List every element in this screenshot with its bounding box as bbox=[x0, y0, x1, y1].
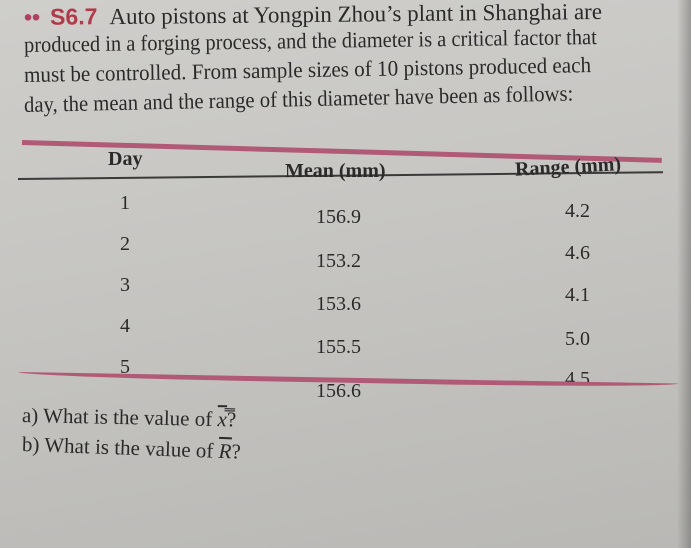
range-cell: 4.1 bbox=[565, 284, 590, 306]
header-day: Day bbox=[108, 148, 143, 170]
range-cell: 4.6 bbox=[565, 242, 590, 264]
problem-number: S6.7 bbox=[49, 3, 98, 30]
question-b-suffix: ? bbox=[231, 439, 242, 464]
day-cell: 2 bbox=[120, 233, 130, 255]
mean-cell: 153.2 bbox=[316, 250, 361, 272]
question-a-text: a) What is the value of bbox=[21, 403, 218, 432]
mean-cell: 156.9 bbox=[316, 206, 361, 228]
day-cell: 4 bbox=[120, 315, 130, 337]
range-cell: 4.2 bbox=[565, 200, 590, 222]
header-mean: Mean (mm) bbox=[285, 160, 386, 182]
day-cell: 3 bbox=[120, 274, 130, 296]
mean-cell: 156.6 bbox=[316, 380, 361, 402]
range-cell: 4.5 bbox=[565, 368, 590, 390]
question-b: b) What is the value of R? bbox=[22, 432, 242, 465]
day-cell: 1 bbox=[120, 192, 130, 214]
mean-cell: 153.6 bbox=[316, 293, 361, 315]
question-a-suffix: ? bbox=[226, 407, 237, 432]
day-cell: 5 bbox=[120, 356, 130, 378]
mean-cell: 155.5 bbox=[316, 336, 361, 358]
question-a: a) What is the value of x̿? bbox=[22, 403, 237, 432]
difficulty-marker: •• bbox=[23, 3, 41, 30]
page-edge-shadow bbox=[677, 0, 691, 548]
question-a-symbol: x̿ bbox=[217, 407, 228, 432]
question-b-text: b) What is the value of bbox=[21, 432, 220, 463]
range-cell: 5.0 bbox=[565, 328, 590, 350]
header-range: Range (mm) bbox=[514, 153, 622, 181]
question-b-symbol: R bbox=[218, 438, 232, 464]
